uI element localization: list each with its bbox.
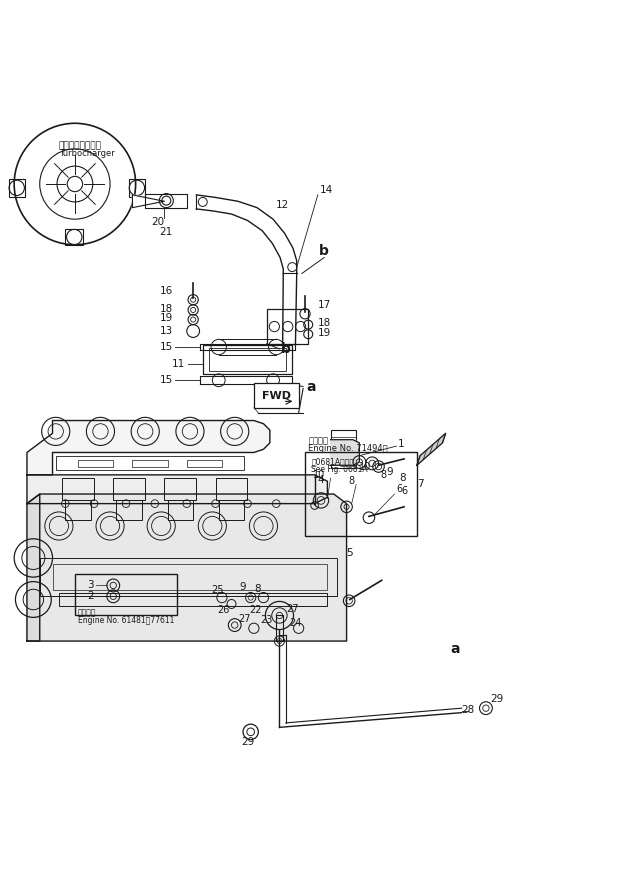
Text: 6: 6 [401,486,407,496]
Bar [209,348,286,371]
Polygon shape [27,494,347,641]
Text: 8: 8 [348,477,354,486]
Bar [65,229,83,244]
Text: 23: 23 [261,615,273,625]
Text: 15: 15 [159,342,173,352]
Polygon shape [27,475,327,504]
Text: 4: 4 [318,475,324,485]
Bar [62,478,94,500]
Polygon shape [417,433,446,465]
Text: Engine No. 71494～: Engine No. 71494～ [308,443,388,452]
Text: 8: 8 [399,473,406,483]
Text: 25: 25 [211,585,223,595]
Text: 27: 27 [238,614,250,623]
Text: 18: 18 [318,318,331,327]
Bar [75,574,177,615]
Text: a: a [307,380,316,394]
Polygon shape [331,440,360,465]
Text: 5: 5 [347,548,353,558]
Text: Turbocharger: Turbocharger [59,149,115,159]
Bar [216,478,247,500]
Polygon shape [200,344,295,350]
Text: a: a [451,642,460,656]
Bar [65,500,91,519]
Text: 1: 1 [397,439,404,450]
Polygon shape [132,195,164,208]
Text: 9: 9 [239,581,247,592]
Text: 21: 21 [160,227,173,237]
Text: 28: 28 [462,705,474,715]
Text: 19: 19 [318,328,331,338]
Text: 16: 16 [159,285,173,296]
Bar [59,593,327,606]
Text: 29: 29 [490,693,503,704]
Bar [53,564,327,590]
Bar [187,459,222,467]
Polygon shape [27,494,40,641]
Text: 7: 7 [417,479,423,490]
Bar [113,478,145,500]
Bar [219,500,245,519]
Text: 適用号機: 適用号機 [78,608,96,617]
Text: 第0681A図参照: 第0681A図参照 [311,457,354,466]
Text: 27: 27 [286,604,299,614]
Bar [266,309,308,344]
Bar [78,459,113,467]
Bar [168,500,193,519]
Text: 26: 26 [218,605,230,615]
Text: Engine No. 61481～77611: Engine No. 61481～77611 [78,616,175,625]
Text: 17: 17 [318,300,331,311]
Text: b: b [319,244,329,258]
Text: FWD: FWD [262,390,291,401]
Text: 18: 18 [159,304,173,313]
Text: 適用号機: 適用号機 [308,436,328,445]
Bar [164,478,196,500]
Text: 24: 24 [290,618,302,629]
Bar [9,179,25,196]
Text: 13: 13 [159,326,173,336]
Bar [305,452,417,535]
Text: ターボチャージャ: ターボチャージャ [59,141,102,150]
Text: 3: 3 [87,580,94,590]
Text: 29: 29 [241,737,254,747]
Bar [116,500,142,519]
Polygon shape [27,421,270,475]
Text: See Fig. 0681A: See Fig. 0681A [311,465,368,474]
Text: 14: 14 [320,185,333,196]
Text: 22: 22 [250,605,262,615]
Bar [129,179,145,196]
Bar [203,345,292,374]
Bar [331,430,356,469]
Bar [40,558,337,596]
Text: 10: 10 [313,470,325,480]
Text: 10: 10 [359,462,371,472]
Text: 9: 9 [386,467,394,477]
Text: 8: 8 [254,584,261,594]
Text: b: b [281,342,291,356]
Bar [56,457,245,471]
Text: 11: 11 [172,360,186,369]
Text: 15: 15 [159,375,173,385]
Text: 6: 6 [396,484,402,494]
Text: 12: 12 [276,200,290,210]
Polygon shape [200,375,292,384]
Text: 19: 19 [159,313,173,323]
Text: 20: 20 [152,217,164,227]
Bar [276,615,282,641]
Bar [145,194,187,208]
FancyBboxPatch shape [254,383,299,408]
Bar [132,459,168,467]
Text: 2: 2 [87,591,94,601]
Text: 8: 8 [381,470,386,480]
